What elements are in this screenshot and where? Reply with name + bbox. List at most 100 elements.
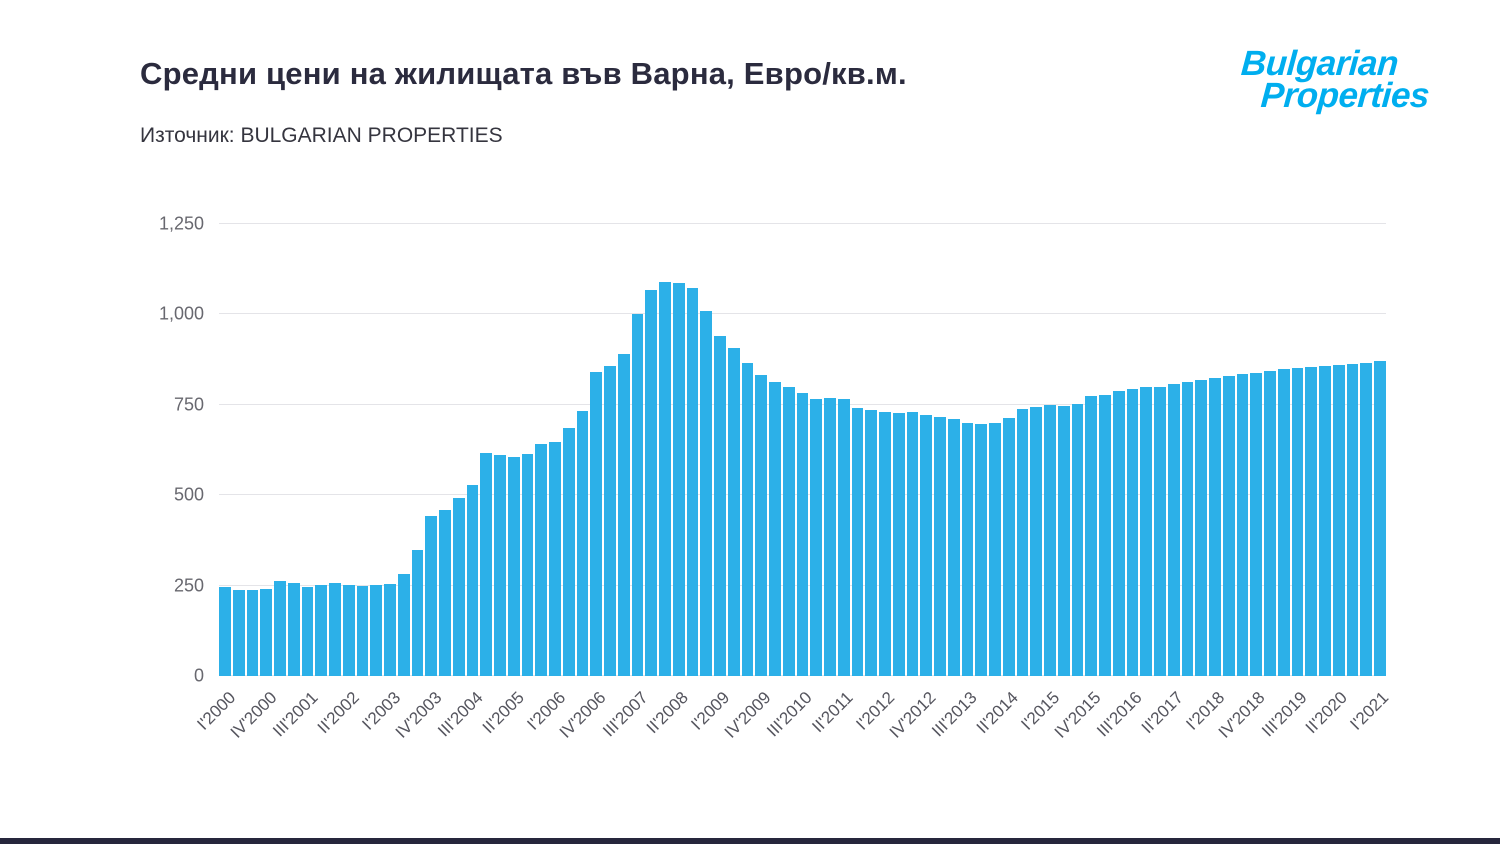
bar-III'2001	[301, 586, 314, 676]
y-tick-label-500: 500	[173, 484, 204, 505]
bar-I'2005	[494, 454, 506, 676]
bar-II'2001	[287, 583, 300, 676]
bar-IV'2000	[260, 588, 272, 676]
x-axis: I'2000 IV'2000 III'2001 II'2002 I'2003 IV'200…	[193, 676, 1392, 771]
bar-III'2004	[466, 485, 479, 676]
bar-III'2007	[631, 314, 644, 676]
bar-IV'2016	[1140, 387, 1152, 676]
bar-IV'2017	[1195, 379, 1207, 676]
x-tick-label: II'2014	[972, 688, 1022, 738]
y-tick-label-250: 250	[173, 575, 204, 596]
bar-II'2000	[232, 590, 245, 676]
x-tick-label: II'2005	[478, 688, 528, 738]
x-tick-label: II'2017	[1137, 688, 1187, 738]
gridline-1250	[219, 223, 1386, 224]
bar-III'2008	[686, 288, 699, 676]
bar-III'2000	[246, 589, 259, 676]
bar-I'2013	[934, 417, 946, 676]
bar-I'2003	[384, 584, 396, 676]
x-tick-label: I'2021	[1346, 688, 1393, 734]
bar-II'2017	[1167, 383, 1180, 676]
bar-II'2014	[1002, 418, 1015, 676]
bar-II'2006	[562, 428, 575, 676]
bar-IV'2020	[1360, 362, 1372, 676]
bar-IV'2009	[755, 375, 767, 676]
bar-II'2015	[1057, 405, 1070, 676]
bar-IV'2011	[865, 409, 877, 676]
bar-III'2016	[1126, 388, 1139, 676]
bar-III'2015	[1071, 404, 1084, 676]
bar-II'2009	[727, 347, 740, 676]
bar-II'2018	[1222, 376, 1235, 676]
bulgarian-properties-logo: Bulgarian Properties	[1238, 44, 1433, 116]
bar-I'2019	[1264, 371, 1276, 676]
bar-IV'2013	[975, 423, 987, 676]
y-tick-label-0: 0	[193, 665, 204, 686]
bar-II'2010	[782, 386, 795, 676]
page-title: Средни цени на жилищата във Варна, Евро/…	[140, 56, 907, 91]
bar-IV'2012	[920, 414, 932, 676]
bar-II'2002	[342, 585, 355, 676]
x-tick-label: IV'2009	[720, 688, 775, 742]
bar-II'2020	[1332, 365, 1345, 676]
bar-I'2009	[714, 336, 726, 676]
bar-I'2001	[274, 581, 286, 676]
x-tick-label: III'2016	[1092, 688, 1146, 741]
bar-I'2006	[549, 441, 561, 676]
bar-I'2017	[1154, 386, 1166, 676]
bar-III'2005	[521, 453, 534, 676]
bar-II'2003	[397, 573, 410, 676]
bar-I'2020	[1319, 365, 1331, 676]
bar-II'2013	[947, 419, 960, 676]
footer-strip	[0, 838, 1500, 844]
y-tick-label-750: 750	[173, 394, 204, 415]
bar-III'2010	[796, 393, 809, 676]
bar-IV'2018	[1250, 372, 1262, 676]
bar-IV'2007	[645, 289, 657, 676]
x-tick-label: II'2008	[643, 688, 693, 738]
bar-IV'2008	[700, 310, 712, 676]
bar-III'2011	[851, 407, 864, 676]
bars	[219, 224, 1386, 676]
bar-IV'2004	[480, 453, 492, 676]
x-tick-label: III'2010	[763, 688, 816, 741]
bar-III'2020	[1346, 363, 1359, 676]
bar-III'2003	[411, 550, 424, 676]
bar-III'2014	[1016, 409, 1029, 676]
bar-I'2012	[879, 412, 891, 676]
price-bar-chart: 0 250 500 750 1,000 1,250 I'2000 IV'2000 III'20…	[159, 214, 1393, 742]
bar-II'2011	[837, 399, 850, 676]
x-tick-label: III'2013	[928, 688, 981, 741]
bar-III'2018	[1236, 374, 1249, 676]
bar-I'2018	[1209, 378, 1221, 676]
bar-I'2011	[824, 397, 836, 676]
bar-I'2004	[439, 510, 451, 676]
x-tick-label: III'2007	[598, 688, 652, 741]
bar-III'2002	[356, 585, 369, 676]
bar-IV'2006	[590, 372, 602, 676]
bar-IV'2014	[1030, 406, 1042, 676]
bar-III'2009	[741, 363, 754, 676]
bar-IV'2002	[370, 585, 382, 676]
bar-I'2021	[1374, 361, 1386, 676]
bar-III'2012	[906, 411, 919, 676]
bar-IV'2005	[535, 444, 547, 676]
bar-II'2016	[1112, 390, 1125, 676]
bar-I'2014	[989, 423, 1001, 676]
bar-IV'2001	[315, 584, 327, 676]
x-tick-label: II'2011	[808, 688, 858, 737]
bar-II'2019	[1277, 369, 1290, 676]
bar-IV'2015	[1085, 396, 1097, 676]
bar-I'2010	[769, 382, 781, 676]
bar-IV'2010	[810, 399, 822, 676]
bar-II'2004	[452, 498, 465, 676]
x-tick-label: II'2020	[1302, 688, 1352, 738]
logo-line-2: Properties	[1259, 76, 1431, 116]
y-tick-label-1000: 1,000	[158, 303, 204, 324]
x-tick-label: III'2004	[433, 688, 487, 741]
bar-III'2019	[1291, 367, 1304, 676]
bar-I'2015	[1044, 405, 1056, 676]
bar-IV'2003	[425, 516, 437, 676]
bar-II'2005	[507, 456, 520, 676]
bar-III'2013	[961, 422, 974, 676]
